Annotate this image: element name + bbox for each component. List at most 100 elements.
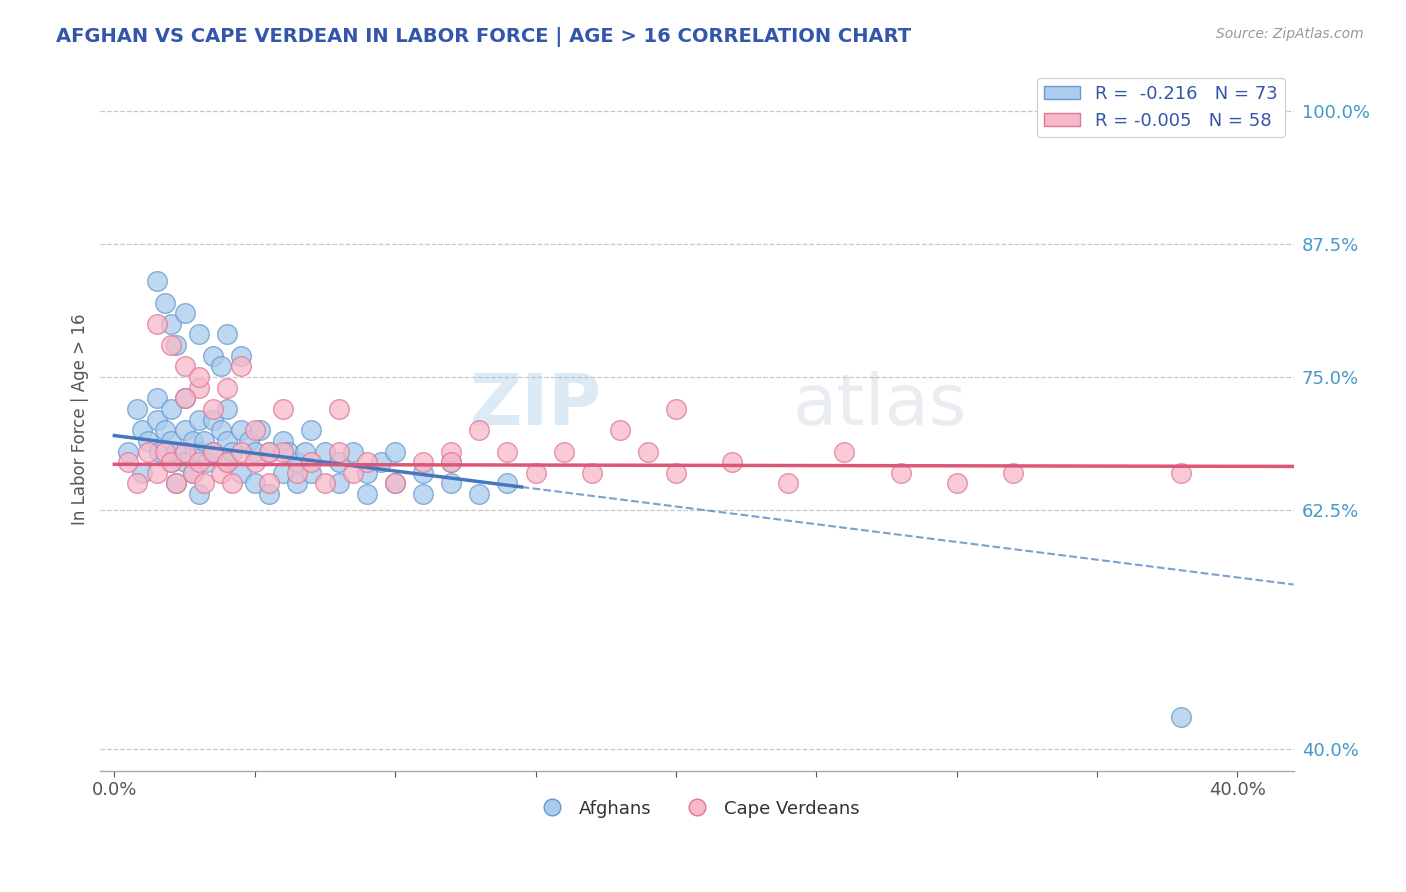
Point (1001, 466, 1024, 480)
Point (187, 370, 209, 384)
Point (145, 412, 167, 426)
Point (159, 455, 181, 469)
Point (665, 466, 688, 480)
Point (370, 455, 392, 469)
Point (440, 455, 463, 469)
Point (271, 444, 294, 458)
Point (215, 434, 238, 448)
Point (173, 306, 195, 320)
Point (285, 455, 308, 469)
Point (173, 392, 195, 406)
Point (277, 444, 299, 458)
Point (117, 444, 139, 458)
Point (195, 455, 218, 469)
Point (201, 412, 224, 426)
Point (209, 359, 232, 374)
Point (193, 434, 215, 448)
Point (131, 423, 153, 437)
Point (229, 359, 252, 374)
Point (229, 423, 252, 437)
Point (187, 381, 209, 395)
Point (1170, 466, 1192, 480)
Point (440, 444, 463, 458)
Point (412, 487, 434, 501)
Point (496, 444, 519, 458)
Point (412, 466, 434, 480)
Point (173, 392, 195, 406)
Point (181, 466, 204, 480)
Point (721, 455, 744, 469)
Text: AFGHAN VS CAPE VERDEAN IN LABOR FORCE | AGE > 16 CORRELATION CHART: AFGHAN VS CAPE VERDEAN IN LABOR FORCE | … (56, 27, 911, 46)
Point (328, 401, 350, 416)
Point (153, 423, 176, 437)
Point (314, 444, 336, 458)
Point (165, 338, 187, 352)
Point (215, 381, 238, 395)
Point (778, 476, 800, 491)
Point (159, 338, 181, 352)
Point (173, 423, 195, 437)
Point (328, 476, 350, 491)
Point (159, 401, 181, 416)
Point (271, 466, 294, 480)
Legend: Afghans, Cape Verdeans: Afghans, Cape Verdeans (527, 792, 868, 825)
Point (125, 476, 148, 491)
Point (356, 455, 378, 469)
Point (187, 327, 209, 342)
Point (328, 444, 350, 458)
Point (215, 455, 238, 469)
Point (285, 476, 308, 491)
Point (159, 434, 181, 448)
Point (384, 476, 406, 491)
Text: Source: ZipAtlas.com: Source: ZipAtlas.com (1216, 27, 1364, 41)
Point (173, 455, 195, 469)
Point (136, 444, 159, 458)
Point (299, 455, 322, 469)
Point (342, 466, 364, 480)
Point (125, 401, 148, 416)
Point (229, 444, 252, 458)
Point (201, 444, 224, 458)
Point (181, 466, 204, 480)
Point (637, 444, 659, 458)
Point (229, 349, 252, 363)
Point (285, 466, 308, 480)
Point (249, 423, 271, 437)
Point (271, 434, 294, 448)
Point (834, 444, 856, 458)
Point (1170, 710, 1192, 724)
Point (257, 487, 280, 501)
Point (440, 455, 463, 469)
Point (153, 295, 176, 310)
Point (187, 455, 209, 469)
Point (356, 487, 378, 501)
Point (889, 466, 911, 480)
Point (384, 444, 406, 458)
Point (215, 401, 238, 416)
Point (221, 476, 243, 491)
Point (468, 487, 491, 501)
Point (243, 476, 266, 491)
Point (181, 434, 204, 448)
Point (201, 349, 224, 363)
Point (136, 434, 159, 448)
Point (145, 274, 167, 288)
Y-axis label: In Labor Force | Age > 16: In Labor Force | Age > 16 (72, 314, 89, 525)
Point (209, 423, 232, 437)
Point (145, 317, 167, 331)
Point (145, 392, 167, 406)
Point (238, 434, 260, 448)
Point (945, 476, 967, 491)
Point (243, 444, 266, 458)
Point (173, 444, 195, 458)
Point (440, 476, 463, 491)
Point (187, 412, 209, 426)
Point (356, 466, 378, 480)
Point (384, 476, 406, 491)
Point (609, 423, 631, 437)
Point (581, 466, 603, 480)
Point (342, 444, 364, 458)
Point (215, 455, 238, 469)
Point (159, 455, 181, 469)
Point (257, 476, 280, 491)
